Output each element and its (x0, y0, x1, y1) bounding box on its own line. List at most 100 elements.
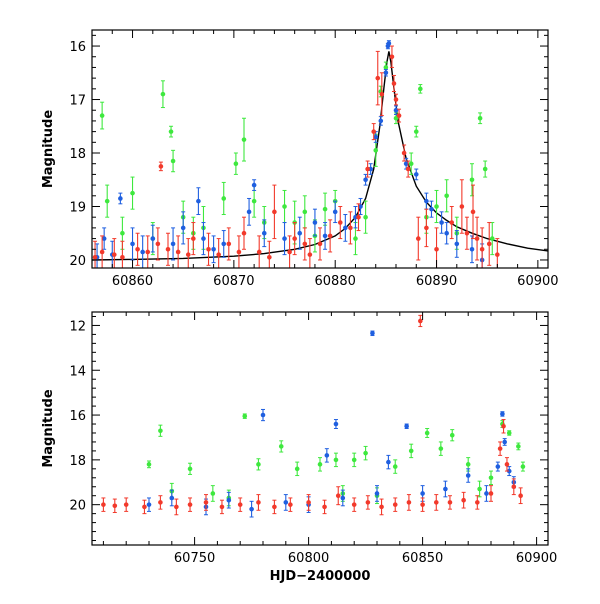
data-point-red (424, 208, 429, 248)
marker (226, 497, 232, 503)
data-point-red (379, 498, 384, 516)
marker (474, 236, 480, 241)
data-point-red (174, 498, 179, 516)
marker (424, 430, 430, 436)
data-point-red (288, 497, 293, 512)
marker (236, 249, 242, 255)
data-point-blue (454, 230, 460, 258)
marker (434, 246, 439, 252)
marker (333, 421, 339, 427)
data-point-green (221, 181, 227, 216)
marker (488, 475, 494, 481)
data-point-red (306, 494, 311, 511)
data-point-green (210, 485, 216, 502)
data-point-red (111, 238, 117, 268)
marker (470, 209, 476, 215)
marker (482, 166, 488, 172)
data-point-blue (465, 468, 471, 483)
data-point-blue (312, 208, 318, 237)
marker (101, 502, 106, 507)
data-point-red (187, 497, 193, 512)
marker (251, 198, 257, 204)
marker (418, 318, 423, 324)
data-point-red (142, 499, 147, 515)
data-point-red (486, 222, 492, 266)
panel-bottom: 60750 60800 60850 60900 12 14 16 18 20 Magnitude H… (41, 311, 557, 584)
data-point-blue (196, 187, 201, 216)
data-point-green (242, 413, 248, 419)
marker (488, 491, 494, 496)
marker (187, 502, 193, 507)
marker (475, 500, 480, 505)
marker (393, 115, 399, 121)
marker (486, 241, 492, 247)
marker (180, 225, 186, 231)
data-point-red (203, 494, 209, 511)
data-point-red (348, 211, 353, 245)
x-tick-label: 60860 (112, 274, 153, 289)
data-point-red (317, 227, 323, 261)
data-point-red (393, 93, 399, 106)
marker (415, 236, 421, 241)
data-point-blue (363, 173, 368, 186)
marker (518, 493, 523, 499)
data-point-green (520, 461, 526, 472)
data-point-red (415, 216, 421, 261)
marker (502, 439, 507, 445)
marker (348, 225, 353, 231)
marker (393, 97, 399, 102)
marker (401, 150, 407, 156)
marker (260, 412, 266, 418)
marker (335, 493, 341, 499)
marker (459, 204, 465, 209)
data-point-red (379, 72, 385, 117)
marker (297, 230, 303, 236)
marker (142, 504, 147, 510)
data-point-red (418, 314, 423, 328)
data-point-red (461, 491, 466, 509)
marker (363, 214, 368, 220)
data-point-red (396, 108, 402, 123)
marker (370, 330, 375, 336)
data-point-green (413, 125, 419, 138)
marker (185, 252, 191, 257)
marker (272, 504, 277, 510)
data-point-red (155, 227, 161, 261)
data-point-green (489, 222, 495, 256)
marker (378, 118, 384, 124)
x-tick-label: 60870 (213, 274, 254, 289)
marker (379, 91, 385, 97)
marker (327, 233, 333, 239)
data-point-blue (506, 466, 512, 477)
data-point-red (191, 222, 196, 256)
data-point-blue (101, 227, 107, 250)
marker (434, 204, 439, 209)
data-point-green (282, 189, 287, 224)
data-point-blue (251, 179, 257, 191)
data-point-red (99, 235, 105, 268)
y-axis-label: Magnitude (41, 389, 56, 468)
data-point-red (449, 205, 455, 240)
marker (292, 236, 297, 241)
marker (465, 462, 471, 467)
data-point-red (267, 240, 272, 268)
data-point-red (237, 497, 243, 512)
plot-area (101, 314, 526, 518)
marker (99, 249, 105, 255)
data-point-green (393, 112, 399, 125)
data-point-green (146, 460, 152, 469)
data-point-blue (374, 485, 380, 502)
data-point-blue (424, 192, 429, 210)
marker (175, 249, 181, 255)
marker (365, 166, 370, 172)
data-point-green (424, 428, 430, 438)
marker (302, 209, 308, 215)
data-point-red (219, 499, 225, 515)
data-point-green (158, 424, 163, 437)
marker (506, 430, 512, 436)
marker (443, 486, 448, 492)
data-point-red (322, 499, 327, 515)
marker (465, 473, 471, 478)
marker (408, 448, 414, 454)
